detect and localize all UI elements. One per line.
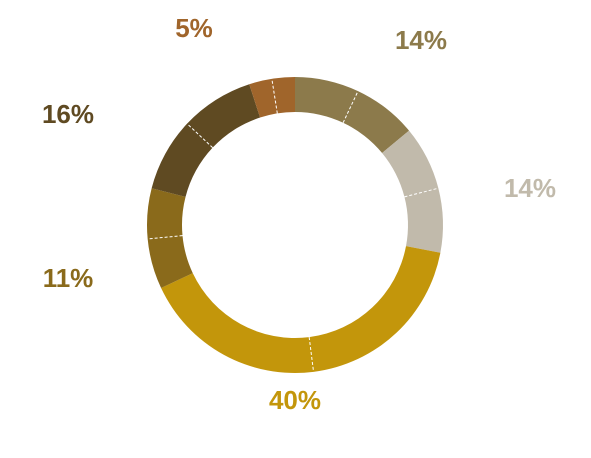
donut-segment — [161, 246, 441, 374]
segment-tick — [342, 90, 359, 123]
data-label: 14% — [395, 25, 447, 55]
segment-tick — [147, 235, 183, 240]
donut-segment — [151, 84, 261, 197]
data-label: 40% — [269, 385, 321, 415]
donut-segment — [249, 77, 295, 118]
donut-segment — [147, 188, 193, 289]
segment-tick — [186, 123, 213, 149]
data-label: 16% — [42, 99, 94, 129]
segment-tick — [404, 187, 439, 198]
segment-tick — [271, 78, 278, 114]
donut-segment — [382, 130, 443, 253]
segment-tick — [308, 337, 315, 372]
donut-segment — [295, 77, 410, 153]
data-label: 5% — [175, 13, 213, 43]
data-label: 11% — [43, 263, 94, 293]
data-label: 14% — [504, 173, 556, 203]
